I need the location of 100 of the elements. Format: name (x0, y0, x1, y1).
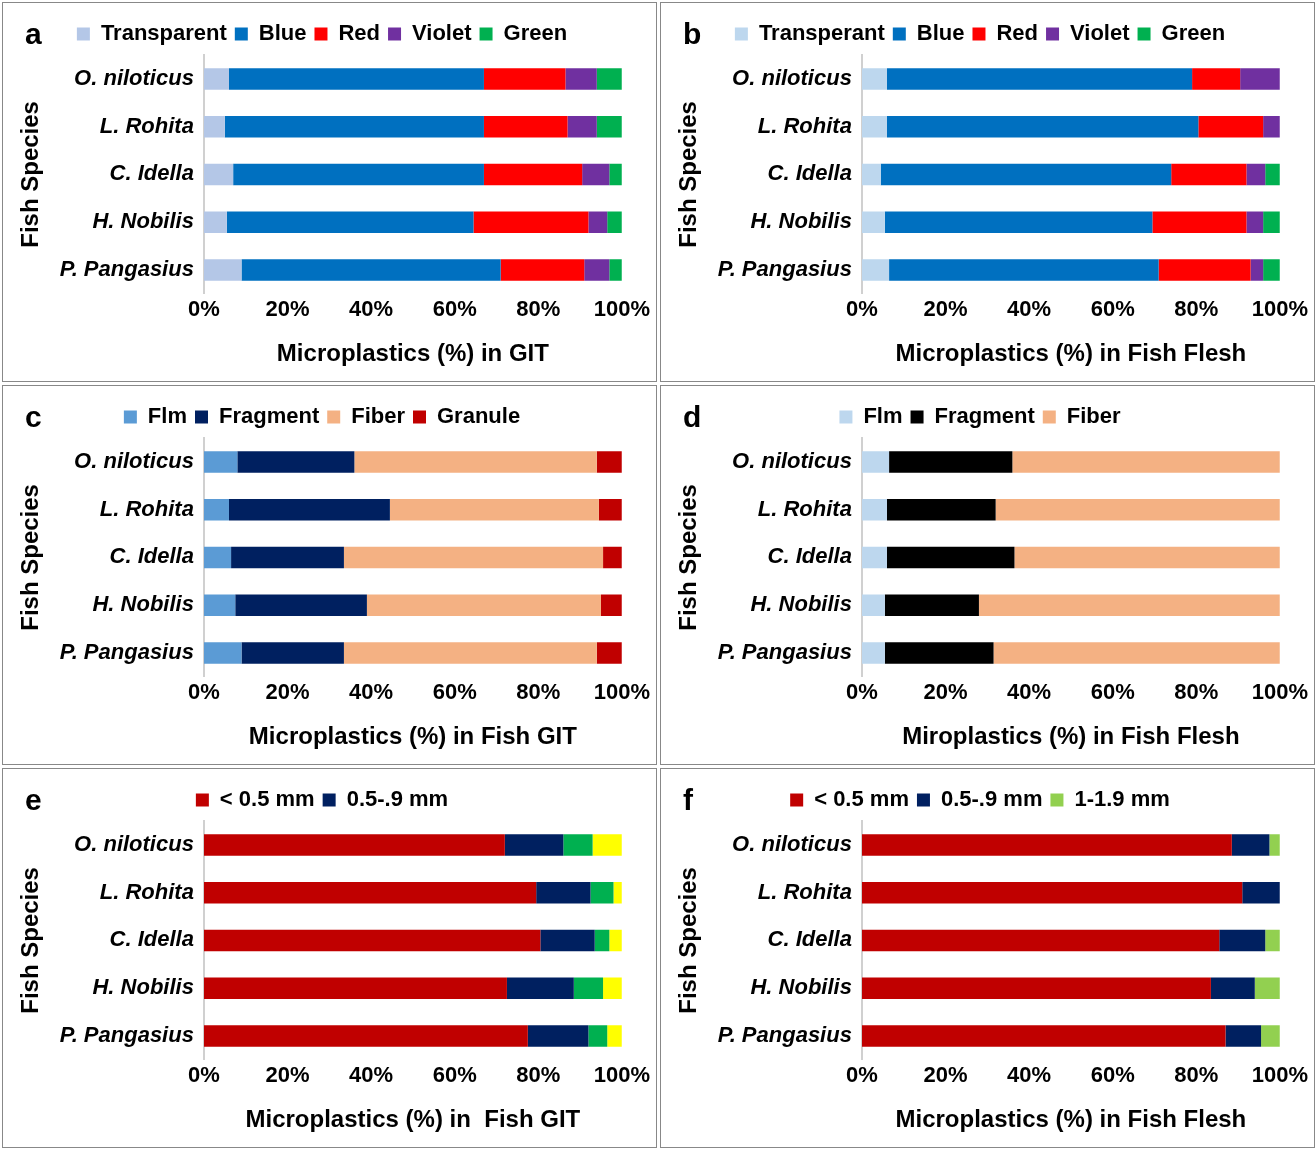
legend-label: Blue (258, 20, 307, 46)
y-tick-label: P. Pangasius (59, 255, 194, 281)
bar (1198, 115, 1264, 138)
bar (1263, 259, 1280, 281)
legend-label: Transparent (100, 20, 228, 46)
y-tick-label: O. niloticus (732, 830, 852, 856)
x-axis-title: Microplastics (%) in Fish GIT (248, 722, 578, 750)
bar (343, 546, 604, 569)
x-tick-label: 80% (1174, 1062, 1219, 1088)
chart-title: a (25, 17, 42, 51)
bar (861, 881, 1243, 904)
chart-title: b (683, 17, 702, 51)
x-tick-label: 100% (593, 296, 651, 322)
legend-label: 1-1.9 mm (1074, 786, 1170, 812)
bar (203, 546, 232, 569)
bar (366, 594, 601, 616)
bar (588, 211, 608, 233)
bar (203, 211, 227, 233)
bar (861, 929, 1220, 952)
bar (596, 68, 622, 90)
bar (354, 451, 597, 473)
bar (1263, 211, 1280, 233)
y-tick-label: P. Pangasius (717, 638, 852, 664)
bar (483, 163, 583, 186)
bar (607, 211, 622, 233)
bar (235, 594, 367, 616)
bar (473, 211, 589, 233)
bar (1219, 929, 1266, 952)
y-axis-title: Fish Species (16, 484, 44, 631)
bar (600, 594, 622, 616)
legend-label: Fragment (218, 403, 320, 429)
legend-label: Flm (147, 403, 187, 429)
bar (588, 1025, 608, 1047)
bar (886, 68, 1193, 90)
bar (861, 163, 881, 186)
x-tick-label: 60% (1090, 679, 1135, 705)
bar (573, 977, 604, 999)
x-tick-label: 40% (349, 296, 394, 322)
bar (594, 929, 610, 952)
bar (1246, 211, 1264, 233)
bar (483, 115, 568, 138)
bar (1158, 259, 1251, 281)
bar (607, 1025, 622, 1047)
x-tick-label: 100% (593, 1062, 651, 1088)
bar (592, 834, 622, 856)
y-tick-label: C. Idella (109, 160, 194, 186)
bar (1152, 211, 1247, 233)
bar (1225, 1025, 1262, 1047)
x-tick-label: 60% (432, 679, 477, 705)
x-tick-label: 20% (265, 679, 310, 705)
chart-title: e (25, 783, 42, 817)
y-tick-label: O. niloticus (732, 64, 852, 90)
y-tick-label: P. Pangasius (717, 255, 852, 281)
bar (596, 451, 622, 473)
x-tick-label: 100% (593, 679, 651, 705)
y-tick-label: C. Idella (767, 926, 852, 952)
bar (1265, 163, 1280, 186)
y-tick-label: O. niloticus (74, 447, 194, 473)
y-axis-title: Fish Species (674, 101, 702, 248)
y-tick-label: H. Nobilis (750, 974, 852, 1000)
chart-title: d (683, 400, 702, 434)
bar (1014, 546, 1280, 569)
bar (1240, 68, 1280, 90)
bar (203, 451, 238, 473)
legend-label: Green (1161, 20, 1226, 46)
bar (241, 259, 501, 281)
bar (603, 977, 622, 999)
legend-label: < 0.5 mm (219, 786, 315, 812)
bar (886, 115, 1199, 138)
bar (203, 1025, 528, 1047)
x-tick-label: 0% (188, 296, 220, 322)
bar (231, 546, 344, 569)
bar (203, 929, 541, 952)
bar (1250, 259, 1264, 281)
bar (861, 834, 1232, 856)
y-tick-label: L. Rohita (99, 112, 194, 138)
y-axis-title: Fish Species (674, 867, 702, 1014)
chart-title: f (683, 783, 693, 817)
bar (995, 498, 1280, 521)
bar (861, 211, 885, 233)
bar (1242, 881, 1280, 904)
y-tick-label: P. Pangasius (59, 1021, 194, 1047)
bar (1265, 929, 1280, 952)
bar (582, 163, 610, 186)
x-tick-label: 80% (1174, 296, 1219, 322)
x-tick-label: 80% (1174, 679, 1219, 705)
bar (884, 211, 1153, 233)
x-tick-label: 40% (349, 1062, 394, 1088)
x-axis-title: Miroplastics (%) in Fish Flesh (902, 722, 1240, 750)
y-tick-label: L. Rohita (757, 112, 852, 138)
bar (584, 259, 610, 281)
x-tick-label: 20% (923, 679, 968, 705)
bar (880, 163, 1172, 186)
x-tick-label: 100% (1251, 679, 1309, 705)
x-tick-label: 100% (1251, 1062, 1309, 1088)
x-axis-title: Microplastics (%) in Fish Flesh (895, 339, 1247, 367)
legend-label: Violet (1070, 20, 1131, 46)
bar (884, 642, 994, 664)
legend-label: Red (338, 20, 381, 46)
y-tick-label: C. Idella (109, 543, 194, 569)
